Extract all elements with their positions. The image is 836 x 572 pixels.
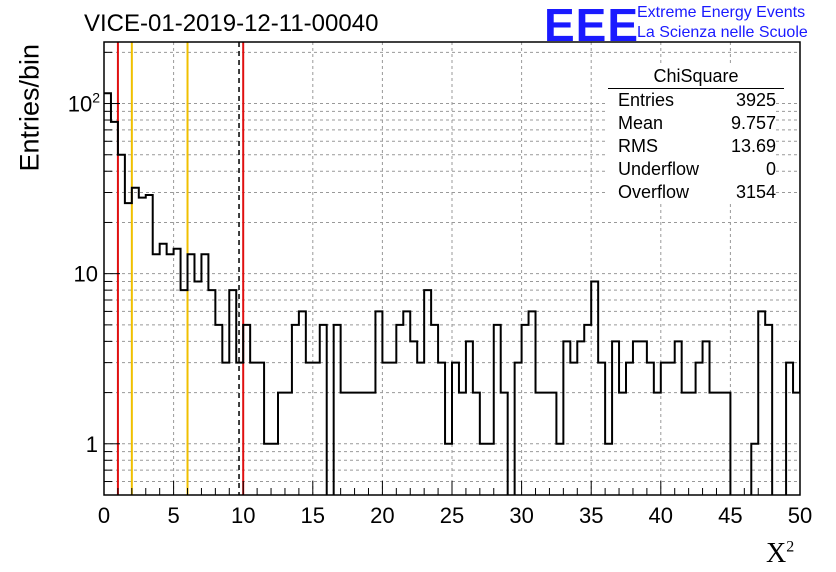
x-tick-label: 25 xyxy=(440,503,464,528)
stats-box: ChiSquare Entries 3925 Mean 9.757 RMS 13.69… xyxy=(608,66,784,204)
stats-value: 3925 xyxy=(735,90,776,110)
x-tick-label: 20 xyxy=(370,503,394,528)
x-tick-label: 0 xyxy=(98,503,110,528)
stats-row: Entries 3925 xyxy=(608,89,776,112)
stats-label: Entries xyxy=(618,90,675,110)
x-axis-label: X2 xyxy=(766,538,795,569)
histogram-step-line xyxy=(104,92,800,495)
stats-row: Mean 9.757 xyxy=(608,112,776,135)
reference-lines xyxy=(116,42,245,495)
stats-row: Underflow 0 xyxy=(608,158,776,181)
stats-row: Overflow 3154 xyxy=(608,181,776,204)
x-tick-label: 10 xyxy=(231,503,255,528)
x-tick-label: 50 xyxy=(788,503,812,528)
x-tick-label: 45 xyxy=(718,503,742,528)
stats-value: 0 xyxy=(765,159,776,179)
x-tick-label: 30 xyxy=(509,503,533,528)
x-tick-label: 15 xyxy=(301,503,325,528)
histogram-bars xyxy=(104,92,800,495)
logo-line-1: Extreme Energy Events xyxy=(637,4,806,21)
x-tick-label: 35 xyxy=(579,503,603,528)
stats-value: 3154 xyxy=(735,182,776,202)
x-axis-ticks: 0 5 10 15 20 25 30 35 40 45 50 xyxy=(98,481,812,528)
y-axis-ticks: 1 10 102 xyxy=(68,51,120,496)
x-tick-label: 40 xyxy=(649,503,673,528)
y-tick-label: 102 xyxy=(68,90,100,117)
stats-value: 9.757 xyxy=(730,113,776,133)
y-tick-label: 1 xyxy=(86,432,98,457)
logo-line-2: La Scienza nelle Scuole xyxy=(637,24,808,41)
stats-value: 13.69 xyxy=(730,136,776,156)
stats-label: Mean xyxy=(618,113,664,133)
stats-row: RMS 13.69 xyxy=(608,135,776,158)
x-tick-label: 5 xyxy=(167,503,179,528)
stats-label: RMS xyxy=(618,136,658,156)
y-axis-label: Entries/bin xyxy=(14,43,45,172)
eee-logo: EEE xyxy=(544,0,640,51)
stats-label: Underflow xyxy=(618,159,700,179)
stats-title: ChiSquare xyxy=(608,66,784,89)
chart-title: VICE-01-2019-12-11-00040 xyxy=(84,10,379,37)
y-tick-label: 10 xyxy=(74,262,98,287)
stats-label: Overflow xyxy=(618,182,690,202)
